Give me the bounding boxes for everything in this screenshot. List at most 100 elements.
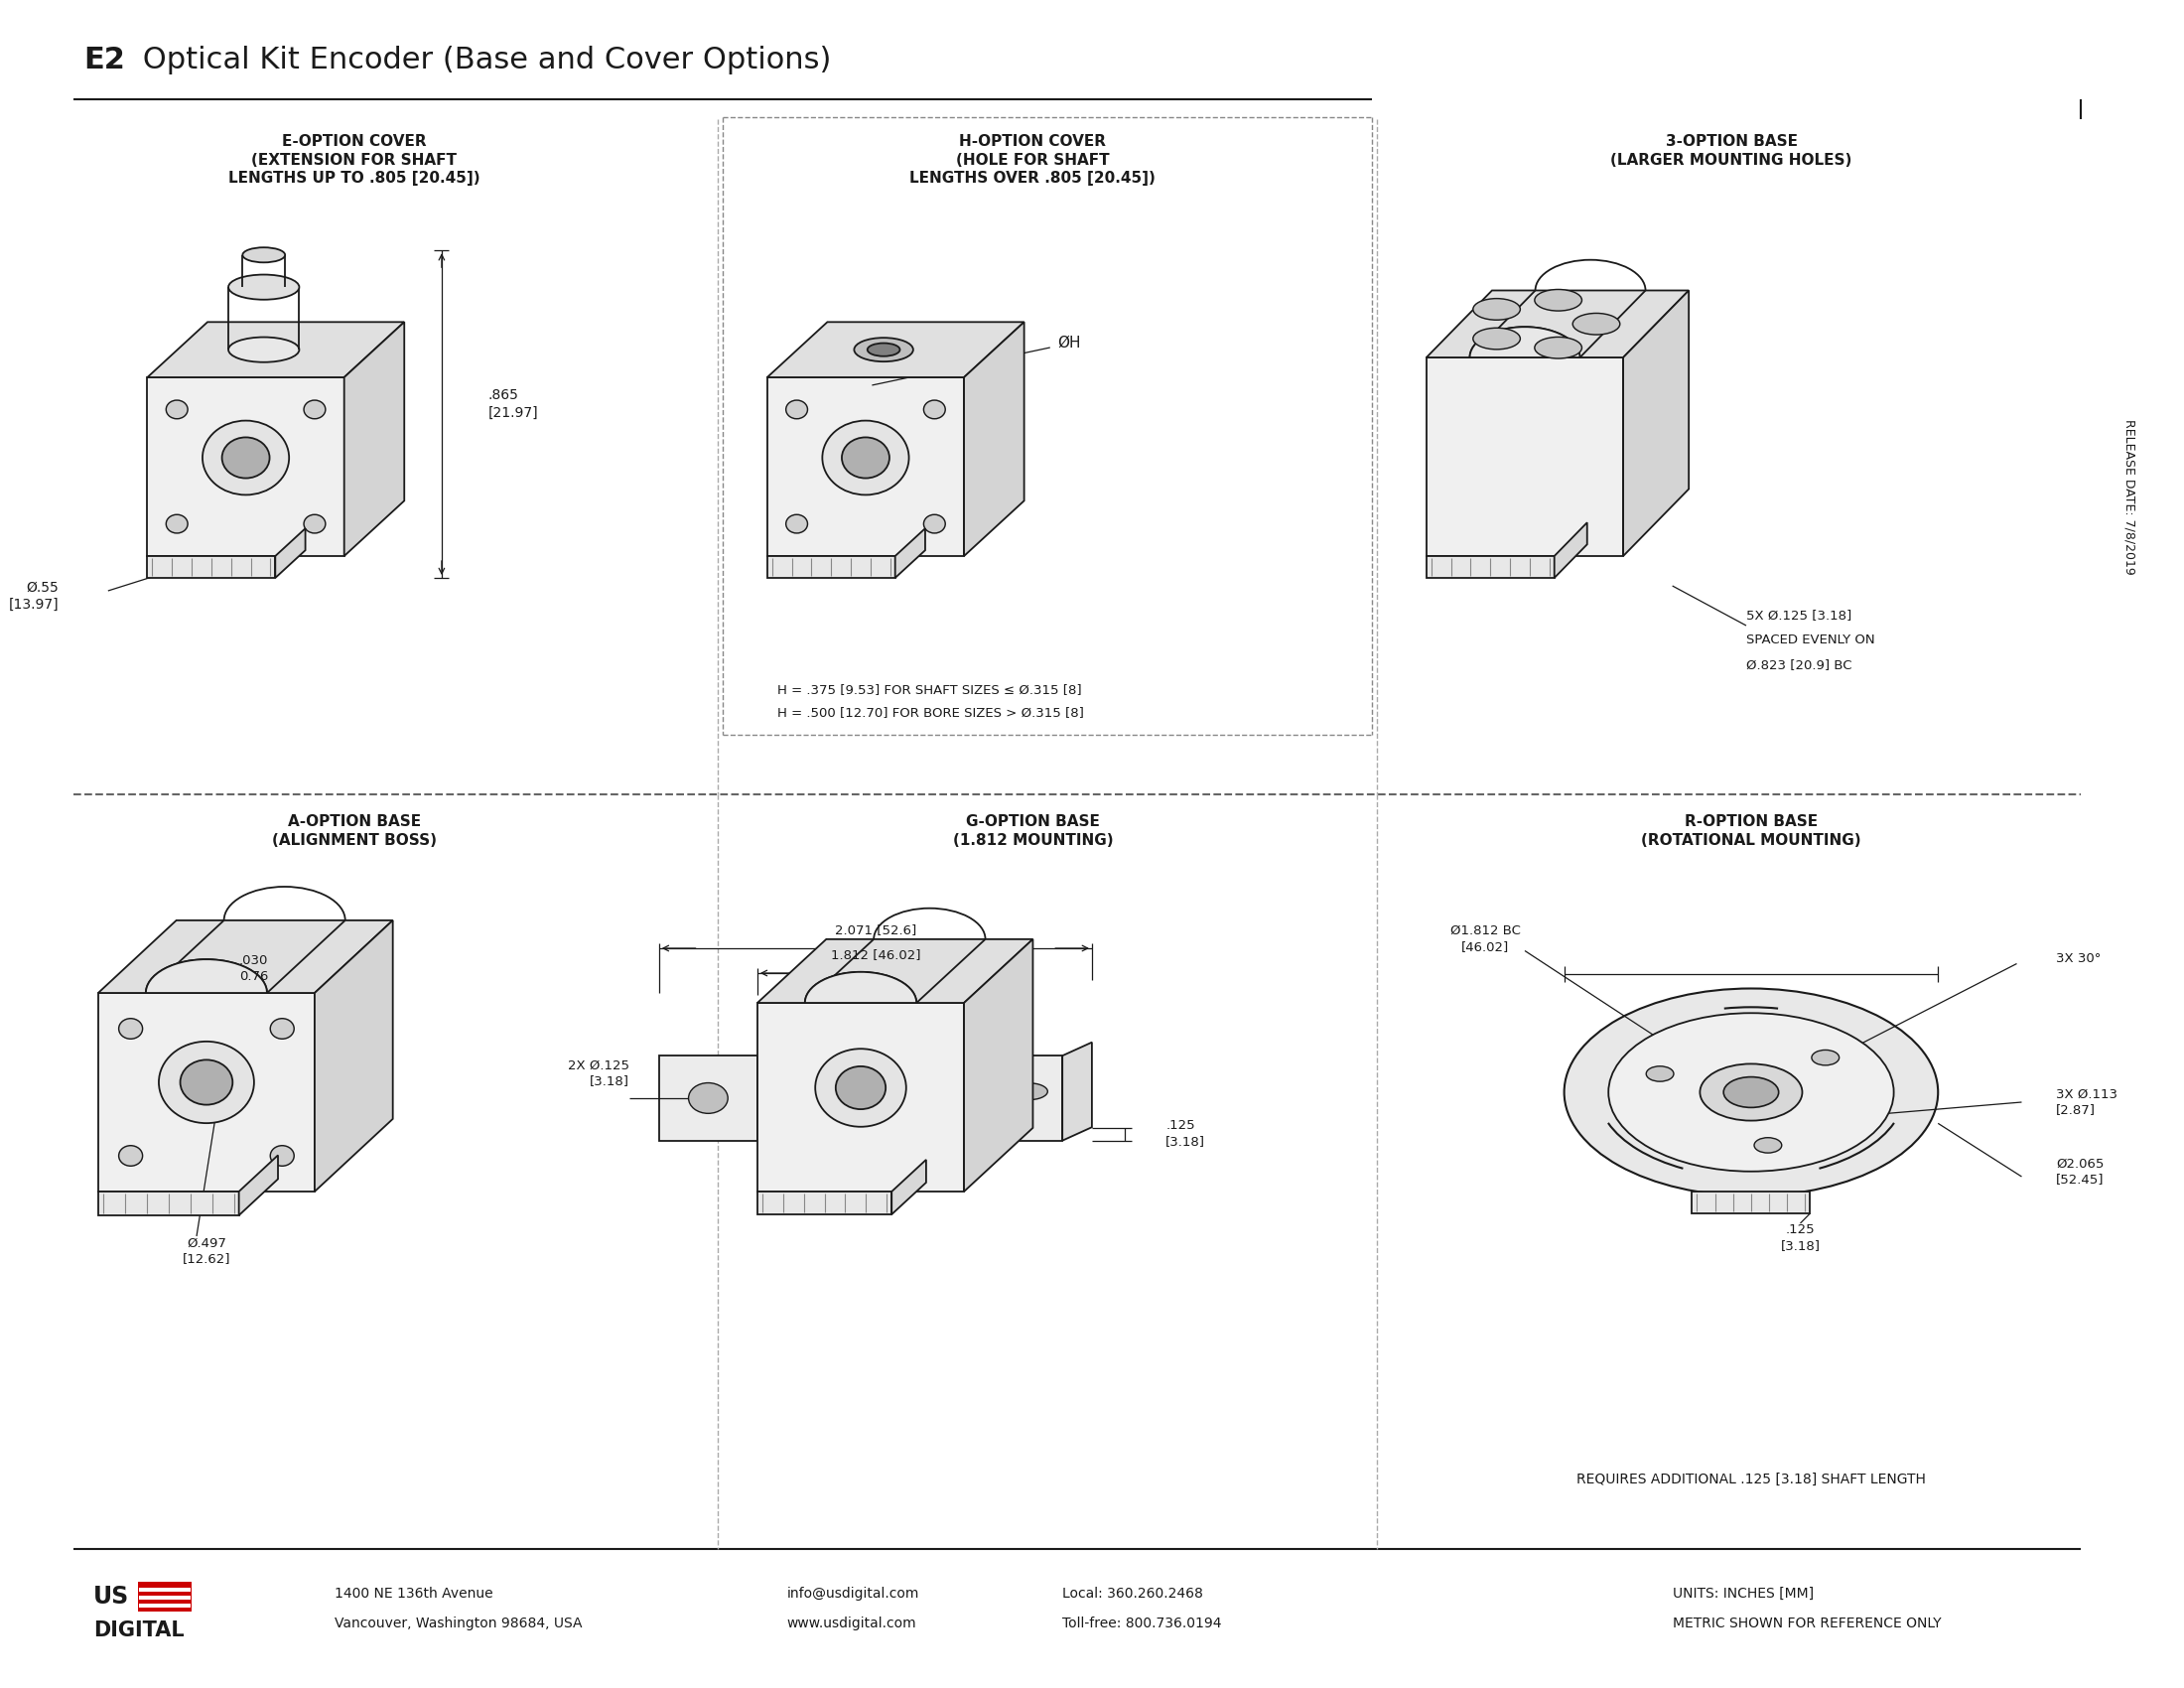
Polygon shape — [758, 1003, 963, 1192]
Polygon shape — [345, 322, 404, 555]
Polygon shape — [758, 1192, 891, 1214]
Polygon shape — [98, 1192, 238, 1215]
Polygon shape — [1426, 555, 1555, 577]
Text: H = .375 [9.53] FOR SHAFT SIZES ≤ Ø.315 [8]: H = .375 [9.53] FOR SHAFT SIZES ≤ Ø.315 … — [778, 684, 1081, 697]
Ellipse shape — [786, 515, 808, 533]
Text: 2X Ø.125
[3.18]: 2X Ø.125 [3.18] — [568, 1058, 629, 1087]
Polygon shape — [895, 528, 926, 577]
Ellipse shape — [1572, 314, 1621, 334]
Polygon shape — [891, 1160, 926, 1214]
Ellipse shape — [1647, 1067, 1673, 1082]
Polygon shape — [767, 322, 1024, 378]
Text: UNITS: INCHES [MM]: UNITS: INCHES [MM] — [1673, 1587, 1813, 1600]
Ellipse shape — [1535, 289, 1581, 311]
FancyBboxPatch shape — [138, 1588, 190, 1592]
Ellipse shape — [1564, 989, 1937, 1197]
Text: Ø.497
[12.62]: Ø.497 [12.62] — [181, 1237, 232, 1266]
Polygon shape — [1555, 523, 1588, 577]
Text: G-OPTION BASE
(1.812 MOUNTING): G-OPTION BASE (1.812 MOUNTING) — [952, 814, 1114, 847]
Polygon shape — [98, 920, 393, 993]
Ellipse shape — [1535, 338, 1581, 358]
Ellipse shape — [118, 1146, 142, 1166]
FancyBboxPatch shape — [138, 1595, 190, 1600]
Polygon shape — [314, 920, 393, 1192]
Polygon shape — [1061, 1041, 1092, 1141]
Polygon shape — [806, 972, 917, 1003]
Text: E2: E2 — [83, 46, 124, 74]
Ellipse shape — [867, 343, 900, 356]
Polygon shape — [963, 1055, 1061, 1141]
FancyBboxPatch shape — [138, 1582, 192, 1612]
Polygon shape — [146, 378, 345, 555]
Ellipse shape — [841, 437, 889, 478]
Ellipse shape — [166, 515, 188, 533]
Text: US: US — [94, 1585, 129, 1609]
Text: ØH: ØH — [1057, 336, 1081, 349]
Text: RELEASE DATE: 7/8/2019: RELEASE DATE: 7/8/2019 — [2123, 419, 2136, 574]
Text: H-OPTION COVER
(HOLE FOR SHAFT
LENGTHS OVER .805 [20.45]): H-OPTION COVER (HOLE FOR SHAFT LENGTHS O… — [911, 133, 1155, 186]
Polygon shape — [98, 993, 314, 1192]
Text: Ø.823 [20.9] BC: Ø.823 [20.9] BC — [1747, 658, 1852, 672]
Text: Ø1.812 BC
[46.02]: Ø1.812 BC [46.02] — [1450, 925, 1520, 954]
Ellipse shape — [924, 515, 946, 533]
Ellipse shape — [1472, 299, 1520, 321]
Ellipse shape — [242, 248, 286, 262]
Polygon shape — [1426, 358, 1623, 555]
Text: .865
[21.97]: .865 [21.97] — [487, 388, 537, 420]
Ellipse shape — [304, 400, 325, 419]
Text: Ø.55
[13.97]: Ø.55 [13.97] — [9, 581, 59, 611]
Polygon shape — [758, 939, 1033, 1003]
Ellipse shape — [1009, 1084, 1048, 1101]
Text: 3X Ø.113
[2.87]: 3X Ø.113 [2.87] — [2055, 1087, 2118, 1116]
Polygon shape — [275, 528, 306, 577]
Text: www.usdigital.com: www.usdigital.com — [786, 1617, 917, 1631]
Polygon shape — [1623, 290, 1688, 555]
Polygon shape — [238, 1155, 277, 1215]
Ellipse shape — [181, 1060, 234, 1104]
FancyBboxPatch shape — [138, 1604, 190, 1607]
Polygon shape — [146, 322, 404, 378]
Polygon shape — [767, 378, 963, 555]
Ellipse shape — [1813, 1050, 1839, 1065]
Text: 1400 NE 136th Avenue: 1400 NE 136th Avenue — [334, 1587, 494, 1600]
Text: E-OPTION COVER
(EXTENSION FOR SHAFT
LENGTHS UP TO .805 [20.45]): E-OPTION COVER (EXTENSION FOR SHAFT LENG… — [227, 133, 480, 186]
Polygon shape — [146, 555, 275, 577]
Ellipse shape — [1699, 1063, 1802, 1121]
Ellipse shape — [1607, 1013, 1894, 1171]
Text: H = .500 [12.70] FOR BORE SIZES > Ø.315 [8]: H = .500 [12.70] FOR BORE SIZES > Ø.315 … — [778, 707, 1083, 719]
Ellipse shape — [271, 1146, 295, 1166]
Ellipse shape — [304, 515, 325, 533]
Polygon shape — [767, 555, 895, 577]
Ellipse shape — [118, 1018, 142, 1038]
Ellipse shape — [836, 1067, 887, 1109]
Text: 3X 30°: 3X 30° — [2055, 952, 2101, 966]
Polygon shape — [1426, 290, 1688, 358]
Ellipse shape — [823, 420, 909, 495]
Text: Toll-free: 800.736.0194: Toll-free: 800.736.0194 — [1061, 1617, 1221, 1631]
Ellipse shape — [223, 437, 269, 478]
Ellipse shape — [688, 1084, 727, 1114]
Polygon shape — [1693, 1192, 1811, 1214]
Ellipse shape — [786, 400, 808, 419]
Ellipse shape — [203, 420, 288, 495]
Polygon shape — [146, 959, 266, 993]
Polygon shape — [660, 1055, 758, 1141]
Ellipse shape — [229, 275, 299, 300]
Text: Ø2.065
[52.45]: Ø2.065 [52.45] — [2055, 1158, 2103, 1187]
Text: 1.812 [46.02]: 1.812 [46.02] — [830, 949, 919, 962]
Text: DIGITAL: DIGITAL — [94, 1620, 183, 1641]
Text: 3-OPTION BASE
(LARGER MOUNTING HOLES): 3-OPTION BASE (LARGER MOUNTING HOLES) — [1610, 133, 1852, 167]
Text: .125
[3.18]: .125 [3.18] — [1780, 1224, 1819, 1252]
Ellipse shape — [1723, 1077, 1778, 1107]
Ellipse shape — [815, 1048, 906, 1128]
Text: Vancouver, Washington 98684, USA: Vancouver, Washington 98684, USA — [334, 1617, 581, 1631]
Text: R-OPTION BASE
(ROTATIONAL MOUNTING): R-OPTION BASE (ROTATIONAL MOUNTING) — [1640, 814, 1861, 847]
Text: Optical Kit Encoder (Base and Cover Options): Optical Kit Encoder (Base and Cover Opti… — [133, 46, 830, 74]
Text: REQUIRES ADDITIONAL .125 [3.18] SHAFT LENGTH: REQUIRES ADDITIONAL .125 [3.18] SHAFT LE… — [1577, 1472, 1926, 1487]
Polygon shape — [1470, 327, 1579, 358]
Text: .125
[3.18]: .125 [3.18] — [1166, 1119, 1206, 1148]
Ellipse shape — [1472, 327, 1520, 349]
Ellipse shape — [159, 1041, 253, 1123]
Polygon shape — [963, 939, 1033, 1192]
Ellipse shape — [229, 338, 299, 363]
